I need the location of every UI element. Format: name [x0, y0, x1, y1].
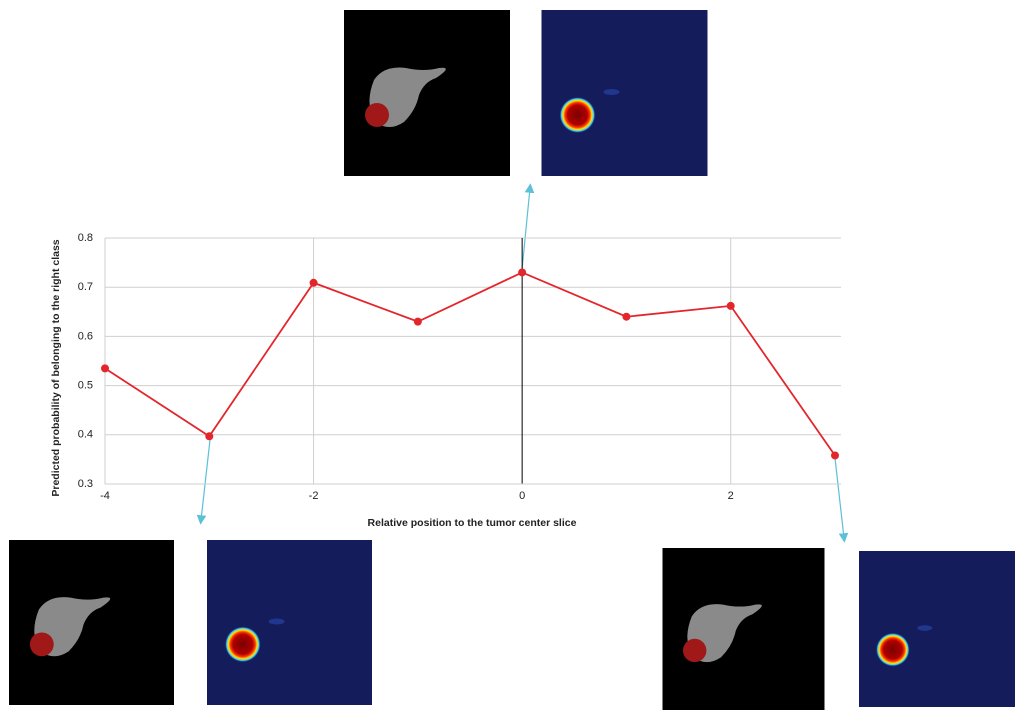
y-tick-label: 0.7 — [78, 281, 93, 293]
scan-images — [9, 10, 1015, 710]
data-point — [101, 364, 109, 373]
data-point — [205, 432, 214, 441]
data-point — [518, 268, 527, 277]
ct-image — [344, 10, 510, 176]
arrow — [521, 183, 535, 271]
y-tick-label: 0.6 — [78, 330, 93, 342]
data-point — [726, 301, 735, 310]
heatmap-image — [541, 10, 708, 176]
y-tick-label: 0.4 — [78, 429, 93, 441]
ct-image — [662, 548, 825, 710]
data-point — [413, 317, 422, 326]
heatmap-image — [207, 540, 372, 705]
x-tick-label: -4 — [100, 490, 110, 502]
y-tick-label: 0.8 — [78, 232, 93, 244]
data-point — [309, 278, 318, 287]
arrow — [196, 439, 211, 525]
x-tick-label: 2 — [728, 490, 734, 502]
y-axis-title: Predicted probability of belonging to th… — [50, 239, 62, 496]
data-point — [831, 451, 839, 460]
heatmap-image — [859, 551, 1015, 707]
arrow — [834, 457, 849, 543]
plot: 0.3 0.4 0.5 0.6 0.7 0.8 -4 -2 0 2 — [78, 232, 841, 502]
y-tick-label: 0.3 — [78, 478, 93, 490]
x-tick-label: 0 — [519, 490, 525, 502]
x-tick-label: -2 — [309, 490, 319, 502]
arrows — [196, 183, 849, 543]
data-point — [622, 312, 631, 321]
ct-image — [9, 540, 174, 705]
data-line — [104, 271, 836, 456]
x-axis-title: Relative position to the tumor center sl… — [368, 517, 577, 529]
y-tick-label: 0.5 — [78, 380, 93, 392]
